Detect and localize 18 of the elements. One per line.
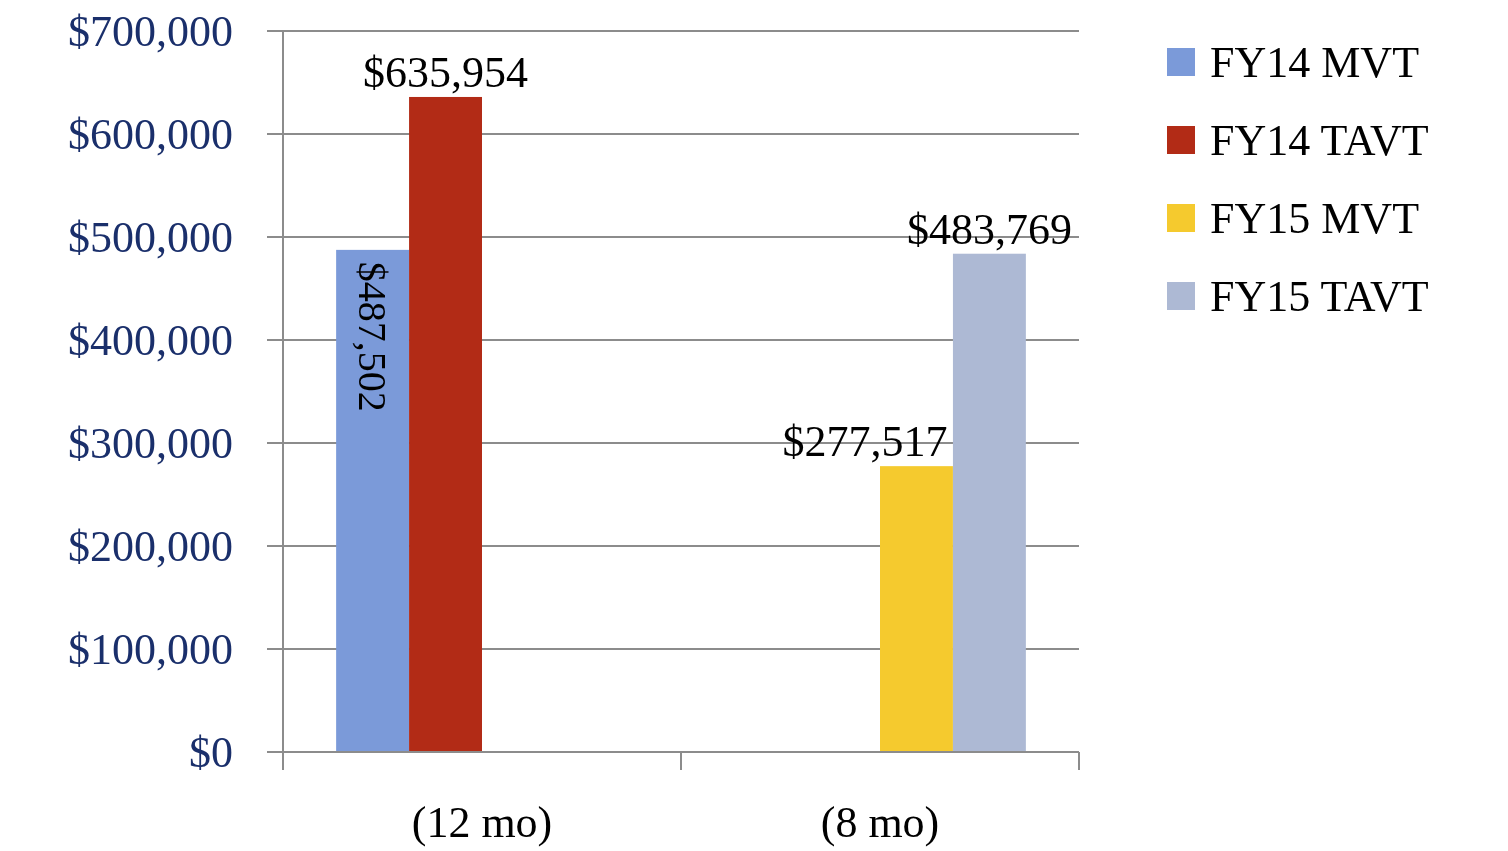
y-tick-label: $100,000 [68,625,233,675]
x-tick-label: (8 mo) [820,798,940,847]
y-tick-label: $400,000 [68,316,233,366]
legend-label: FY14 TAVT [1210,116,1429,166]
data-label: $483,769 [906,204,1072,254]
legend-label: FY15 MVT [1210,194,1420,244]
legend-label: FY14 MVT [1210,38,1420,88]
data-label: $635,954 [363,47,529,97]
x-tick-label: (12 mo) [411,798,553,847]
y-tick-label: $700,000 [68,7,233,57]
legend-label: FY15 TAVT [1210,272,1429,322]
y-tick-label: $300,000 [68,419,233,469]
y-tick-label: $0 [189,728,233,778]
y-tick-label: $600,000 [68,110,233,160]
data-label: $277,517 [782,417,948,467]
y-tick-label: $500,000 [68,213,233,263]
data-label: $487,502 [349,261,395,412]
y-tick-label: $200,000 [68,522,233,572]
